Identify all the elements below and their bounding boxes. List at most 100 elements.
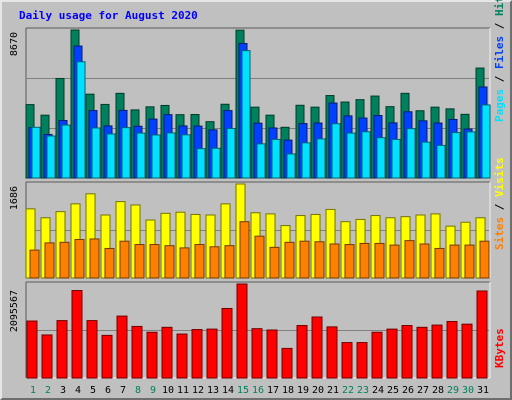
legend-2: Sites / Visits <box>493 157 506 250</box>
bar-sites-day-4 <box>74 239 85 279</box>
bar-sites-day-15 <box>239 221 250 279</box>
bar-kbytes-day-14 <box>221 307 233 379</box>
bar-sites-day-28 <box>434 247 445 279</box>
day-label-29: 29 <box>447 385 459 396</box>
bar-pages-day-20 <box>316 138 326 179</box>
bar-sites-day-9 <box>149 244 160 279</box>
bar-pages-day-6 <box>106 133 116 179</box>
day-label-5: 5 <box>90 385 96 396</box>
legend-separator: / <box>493 69 506 89</box>
bar-kbytes-day-24 <box>371 331 383 379</box>
bar-kbytes-day-25 <box>386 328 398 379</box>
bar-sites-day-10 <box>164 245 175 279</box>
bar-kbytes-day-16 <box>251 328 263 379</box>
bar-pages-day-17 <box>271 138 281 179</box>
day-label-8: 8 <box>135 385 141 396</box>
bar-pages-day-12 <box>196 148 206 179</box>
bar-sites-day-18 <box>284 241 295 279</box>
bar-sites-day-6 <box>104 247 115 279</box>
y-max-label-2: 1686 <box>9 186 20 210</box>
bar-pages-day-21 <box>331 123 341 179</box>
bar-kbytes-day-2 <box>41 334 53 379</box>
bar-pages-day-9 <box>151 134 161 179</box>
bar-sites-day-26 <box>404 240 415 279</box>
day-label-6: 6 <box>105 385 111 396</box>
bar-sites-day-16 <box>254 235 265 279</box>
bar-kbytes-day-4 <box>71 290 83 379</box>
bar-kbytes-day-31 <box>476 290 488 379</box>
y-max-label-1: 8670 <box>9 32 20 56</box>
bar-pages-day-24 <box>376 137 386 179</box>
day-label-18: 18 <box>282 385 294 396</box>
day-label-24: 24 <box>372 385 384 396</box>
day-label-27: 27 <box>417 385 429 396</box>
bar-sites-day-23 <box>359 242 370 279</box>
bar-kbytes-day-11 <box>176 333 188 379</box>
bar-pages-day-2 <box>46 135 56 179</box>
bar-sites-day-5 <box>89 238 100 279</box>
day-label-14: 14 <box>222 385 234 396</box>
bar-kbytes-day-9 <box>146 331 158 379</box>
bar-pages-day-10 <box>166 132 176 179</box>
legend-separator: / <box>493 16 506 36</box>
bar-kbytes-day-13 <box>206 328 218 379</box>
bar-sites-day-19 <box>299 240 310 279</box>
bar-kbytes-day-29 <box>446 320 458 379</box>
day-label-25: 25 <box>387 385 399 396</box>
bar-kbytes-day-5 <box>86 320 98 379</box>
day-label-30: 30 <box>462 385 474 396</box>
bar-kbytes-day-19 <box>296 325 308 379</box>
y-max-label-3: 2095567 <box>9 290 20 332</box>
day-label-26: 26 <box>402 385 414 396</box>
bar-pages-day-11 <box>181 134 191 179</box>
legend-entry-sites: Sites <box>493 217 506 250</box>
day-label-16: 16 <box>252 385 264 396</box>
day-label-22: 22 <box>342 385 354 396</box>
day-label-23: 23 <box>357 385 369 396</box>
day-label-2: 2 <box>45 385 51 396</box>
bar-sites-day-29 <box>449 244 460 279</box>
bar-pages-day-25 <box>391 138 401 179</box>
bar-sites-day-14 <box>224 245 235 279</box>
bar-sites-day-7 <box>119 240 130 279</box>
bar-kbytes-day-10 <box>161 326 173 379</box>
bar-pages-day-19 <box>301 142 311 179</box>
bar-sites-day-17 <box>269 246 280 279</box>
bar-pages-day-3 <box>61 124 71 179</box>
bar-sites-day-21 <box>329 243 340 279</box>
bar-pages-day-18 <box>286 153 296 179</box>
bar-pages-day-8 <box>136 132 146 179</box>
bar-sites-day-25 <box>389 244 400 279</box>
day-label-12: 12 <box>192 385 204 396</box>
bar-pages-day-14 <box>226 127 236 179</box>
day-label-10: 10 <box>162 385 174 396</box>
bar-pages-day-27 <box>421 141 431 179</box>
bar-kbytes-day-6 <box>101 334 113 379</box>
legend-entry-pages: Pages <box>493 89 506 122</box>
bar-kbytes-day-21 <box>326 326 338 379</box>
legend-entry-kbytes: KBytes <box>493 328 506 368</box>
bar-sites-day-27 <box>419 243 430 279</box>
bar-pages-day-29 <box>451 132 461 179</box>
day-label-4: 4 <box>75 385 81 396</box>
day-label-11: 11 <box>177 385 189 396</box>
bar-sites-day-31 <box>479 240 490 279</box>
bar-sites-day-3 <box>59 241 70 279</box>
day-label-20: 20 <box>312 385 324 396</box>
bar-pages-day-4 <box>76 61 86 179</box>
bar-pages-day-13 <box>211 147 221 179</box>
legend-entry-hits: Hits <box>493 0 506 16</box>
day-label-28: 28 <box>432 385 444 396</box>
bar-pages-day-23 <box>361 131 371 179</box>
bar-pages-day-15 <box>241 50 251 179</box>
bar-kbytes-day-28 <box>431 324 443 379</box>
day-label-19: 19 <box>297 385 309 396</box>
bar-sites-day-20 <box>314 241 325 279</box>
bar-sites-day-13 <box>209 246 220 279</box>
bar-sites-day-24 <box>374 242 385 279</box>
bar-kbytes-day-8 <box>131 325 143 379</box>
day-label-21: 21 <box>327 385 339 396</box>
bar-pages-day-1 <box>31 126 41 179</box>
chart-title: Daily usage for August 2020 <box>19 9 198 22</box>
